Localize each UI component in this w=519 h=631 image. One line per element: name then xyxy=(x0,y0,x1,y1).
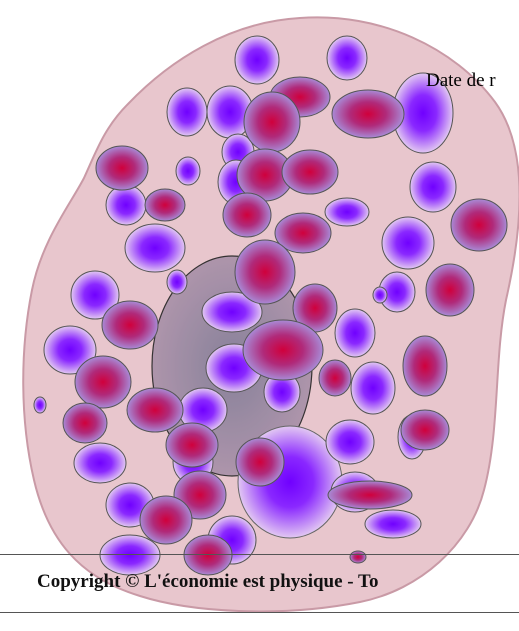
footer-divider-top xyxy=(0,554,519,555)
footer-divider-bottom xyxy=(0,612,519,613)
copyright-text: Copyright © L'économie est physique - To xyxy=(37,571,379,592)
date-label: Date de r xyxy=(426,70,496,91)
